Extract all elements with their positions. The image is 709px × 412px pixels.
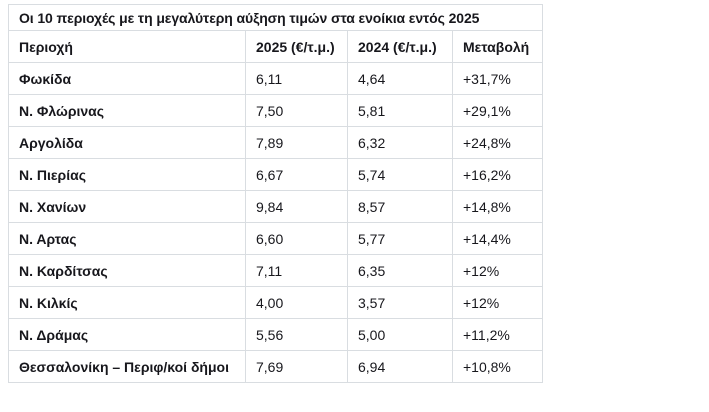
table-row: Ν. Χανίων 9,84 8,57 +14,8% <box>8 190 544 223</box>
column-header-2024: 2024 (€/τ.μ.) <box>347 30 453 63</box>
table-body: Φωκίδα 6,11 4,64 +31,7% Ν. Φλώρινας 7,50 5,81 +… <box>8 62 544 383</box>
cell-price_2025: 6,67 <box>245 158 348 191</box>
rent-increase-table-container: Οι 10 περιοχές με τη μεγαλύτερη αύξηση τ… <box>7 4 544 383</box>
cell-price_2025: 6,60 <box>245 222 348 255</box>
column-header-region: Περιοχή <box>8 30 246 63</box>
cell-price_2024: 5,00 <box>347 318 453 351</box>
cell-change: +12% <box>451 286 544 319</box>
cell-change: +11,2% <box>451 318 544 351</box>
cell-price_2025: 7,69 <box>245 350 348 383</box>
cell-region: Αργολίδα <box>8 126 246 159</box>
cell-price_2025: 4,00 <box>245 286 348 319</box>
column-header-2025: 2025 (€/τ.μ.) <box>245 30 348 63</box>
table-header-row: Περιοχή 2025 (€/τ.μ.) 2024 (€/τ.μ.) Μετα… <box>8 30 544 63</box>
cell-change: +10,8% <box>451 350 544 383</box>
cell-price_2025: 6,11 <box>245 62 348 95</box>
cell-price_2025: 7,89 <box>245 126 348 159</box>
table-row: Ν. Καρδίτσας 7,11 6,35 +12% <box>8 254 544 287</box>
cell-change: +14,8% <box>451 190 544 223</box>
table-row: Ν. Κιλκίς 4,00 3,57 +12% <box>8 286 544 319</box>
cell-change: +29,1% <box>451 94 544 127</box>
cell-price_2024: 6,35 <box>347 254 453 287</box>
cell-region: Ν. Δράμας <box>8 318 246 351</box>
cell-price_2024: 3,57 <box>347 286 453 319</box>
column-header-change: Μεταβολή <box>451 30 544 63</box>
table-row: Ν. Πιερίας 6,67 5,74 +16,2% <box>8 158 544 191</box>
table-row: Θεσσαλονίκη – Περιφ/κοί δήμοι 7,69 6,94 +10… <box>8 350 544 383</box>
cell-region: Ν. Φλώρινας <box>8 94 246 127</box>
cell-change: +14,4% <box>451 222 544 255</box>
table-row: Ν. Αρτας 6,60 5,77 +14,4% <box>8 222 544 255</box>
cell-price_2024: 6,94 <box>347 350 453 383</box>
cell-price_2024: 6,32 <box>347 126 453 159</box>
cell-region: Φωκίδα <box>8 62 246 95</box>
cell-region: Ν. Κιλκίς <box>8 286 246 319</box>
cell-price_2024: 5,77 <box>347 222 453 255</box>
cell-change: +12% <box>451 254 544 287</box>
table-row: Ν. Φλώρινας 7,50 5,81 +29,1% <box>8 94 544 127</box>
table-row: Ν. Δράμας 5,56 5,00 +11,2% <box>8 318 544 351</box>
cell-region: Ν. Αρτας <box>8 222 246 255</box>
table-title: Οι 10 περιοχές με τη μεγαλύτερη αύξηση τ… <box>7 4 544 31</box>
table-row: Φωκίδα 6,11 4,64 +31,7% <box>8 62 544 95</box>
table-row: Αργολίδα 7,89 6,32 +24,8% <box>8 126 544 159</box>
cell-price_2024: 5,81 <box>347 94 453 127</box>
cell-price_2025: 5,56 <box>245 318 348 351</box>
cell-region: Ν. Πιερίας <box>8 158 246 191</box>
cell-change: +31,7% <box>451 62 544 95</box>
cell-region: Ν. Καρδίτσας <box>8 254 246 287</box>
cell-price_2024: 4,64 <box>347 62 453 95</box>
cell-price_2025: 7,50 <box>245 94 348 127</box>
table-title-row: Οι 10 περιοχές με τη μεγαλύτερη αύξηση τ… <box>7 4 544 31</box>
cell-price_2025: 9,84 <box>245 190 348 223</box>
cell-region: Θεσσαλονίκη – Περιφ/κοί δήμοι <box>8 350 246 383</box>
cell-region: Ν. Χανίων <box>8 190 246 223</box>
cell-price_2024: 5,74 <box>347 158 453 191</box>
cell-price_2024: 8,57 <box>347 190 453 223</box>
cell-change: +16,2% <box>451 158 544 191</box>
cell-change: +24,8% <box>451 126 544 159</box>
rent-increase-table: Οι 10 περιοχές με τη μεγαλύτερη αύξηση τ… <box>7 4 544 383</box>
cell-price_2025: 7,11 <box>245 254 348 287</box>
